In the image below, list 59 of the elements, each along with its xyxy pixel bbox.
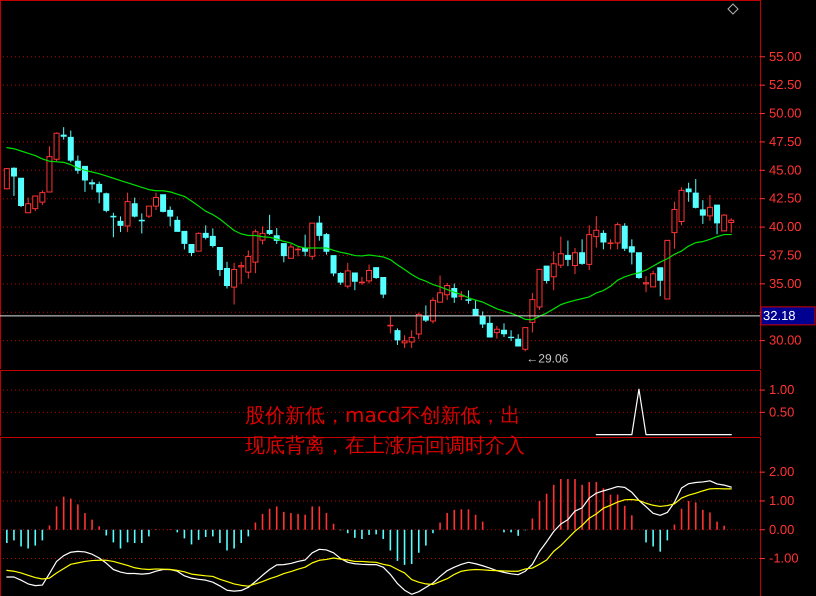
candlestick: [366, 264, 372, 284]
candlestick: [692, 178, 699, 209]
y-tick-label: 37.50: [769, 247, 802, 262]
candlestick: [500, 322, 507, 338]
candlestick: [352, 272, 358, 291]
y-tick-label: -1.00: [769, 550, 799, 566]
y-tick-label: 2.00: [769, 464, 794, 480]
candlestick: [706, 194, 713, 222]
y-tick-label: 42.50: [769, 190, 802, 206]
y-tick-label: 52.50: [769, 77, 802, 92]
y-tick-label: 0.00: [769, 522, 794, 537]
candlestick: [472, 300, 479, 316]
candlestick: [231, 262, 238, 306]
candlestick: [515, 334, 522, 347]
ref-line-label: 32.18: [763, 308, 796, 323]
candlestick: [188, 244, 194, 257]
candlestick: [579, 238, 586, 266]
candlestick: [600, 230, 606, 250]
candlestick: [344, 262, 351, 289]
candlestick: [714, 204, 720, 235]
candlestick: [196, 232, 202, 252]
candlestick: [60, 126, 67, 140]
candlestick: [387, 316, 394, 334]
annotation: ←29.06: [526, 351, 569, 366]
y-tick-label: 30.00: [769, 332, 802, 348]
annotation: 股价新低，macd不创新低，出: [245, 402, 520, 429]
candlestick: [394, 328, 400, 346]
candlestick: [657, 267, 664, 297]
candlestick: [117, 216, 124, 233]
y-tick-label: 45.00: [769, 162, 802, 178]
y-tick-label: 1.00: [769, 492, 794, 508]
candlestick: [68, 130, 74, 163]
candlestick: [544, 266, 550, 284]
candlestick: [10, 166, 17, 196]
candlestick: [110, 212, 116, 238]
y-tick-label: 47.50: [769, 134, 802, 149]
candlestick: [266, 214, 273, 236]
candlestick: [700, 200, 706, 224]
candlestick: [686, 182, 692, 202]
y-tick-label: 40.00: [769, 219, 802, 234]
candlestick: [132, 197, 138, 218]
candlestick: [494, 325, 500, 340]
candlestick: [522, 327, 528, 352]
y-tick-label: 1.00: [769, 382, 794, 398]
candlestick: [280, 243, 287, 263]
y-tick-label: 55.00: [769, 48, 802, 64]
candlestick: [572, 247, 578, 275]
y-tick-label: 0.50: [769, 404, 794, 420]
candlestick: [508, 330, 514, 342]
candlestick: [302, 234, 308, 257]
candlestick: [103, 192, 110, 213]
y-tick-label: 35.00: [769, 276, 802, 291]
candlestick: [416, 312, 422, 340]
candlestick: [465, 290, 472, 304]
candlestick: [564, 240, 571, 267]
y-tick-label: 50.00: [769, 106, 802, 121]
candlestick: [138, 212, 145, 234]
candlestick: [4, 168, 10, 190]
annotation: 现底背离，在上涨后回调时介入: [245, 432, 525, 459]
